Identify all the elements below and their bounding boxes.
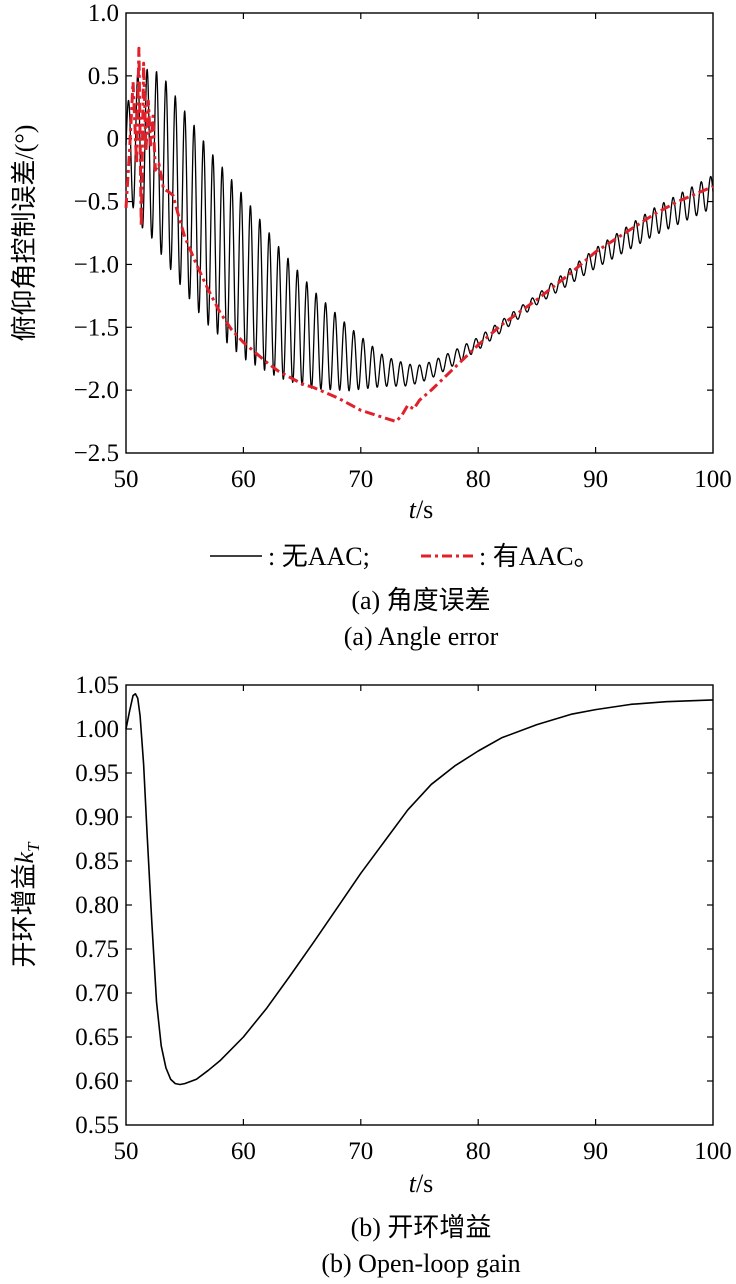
y-tick-label: 0.80: [75, 892, 119, 919]
caption-cn-a: (a) 角度误差: [351, 586, 490, 615]
series-line-1: [124, 46, 714, 424]
x-tick-label: 60: [231, 1138, 256, 1165]
y-tick-label: 0.85: [75, 848, 119, 875]
series-lines-b: [125, 692, 714, 1086]
plot-frame-b: [125, 684, 714, 1126]
caption-cn-b: (b) 开环增益: [351, 1213, 492, 1242]
y-tick-label: 0.90: [75, 804, 119, 831]
caption-en-b: (b) Open-loop gain: [321, 1249, 520, 1278]
y-tick-label: −0.5: [74, 189, 119, 216]
legend-label-no-aac: : 无AAC;: [268, 542, 370, 571]
x-ticks-a: 50 60 70 80 90 100: [114, 13, 732, 493]
series-line-0: [125, 692, 714, 1086]
x-axis-label-a: t/s: [409, 495, 434, 524]
x-tick-label: 70: [348, 1138, 373, 1165]
y-tick-label: 0.65: [75, 1024, 119, 1051]
chart-angle-error: 1.0 0.5 0 −0.5 −1.0 −1.5 −2.0 −2.5 50 60 70 80 90 10…: [10, 0, 732, 651]
x-tick-label: 60: [231, 466, 256, 493]
series-line-0: [125, 68, 714, 392]
y-tick-label: 0.5: [88, 63, 119, 90]
y-tick-label: 0.70: [75, 980, 119, 1007]
y-axis-label-b: 开环增益kT: [10, 841, 43, 968]
y-tick-label: 1.0: [88, 0, 119, 27]
y-tick-label: −2.0: [74, 377, 119, 404]
series-lines-a: [124, 46, 714, 424]
y-tick-label: −2.5: [74, 440, 119, 467]
caption-en-a: (a) Angle error: [344, 622, 499, 651]
legend-label-with-aac: : 有AAC。: [479, 542, 600, 571]
legend: : 无AAC; : 有AAC。: [210, 542, 600, 571]
plot-frame-a: [125, 12, 714, 454]
x-tick-label: 80: [466, 466, 491, 493]
y-tick-label: 0.60: [75, 1068, 119, 1095]
x-ticks-b: 50 60 70 80 90 100: [114, 685, 732, 1165]
y-tick-label: 0.75: [75, 936, 119, 963]
y-tick-label: −1.5: [74, 314, 119, 341]
y-tick-label: 1.05: [75, 672, 119, 699]
y-tick-label: 0.55: [75, 1112, 119, 1139]
x-tick-label: 90: [583, 466, 608, 493]
y-axis-label-a: 俯仰角控制误差/(°): [10, 125, 39, 342]
x-tick-label: 70: [348, 466, 373, 493]
y-ticks-b: 1.05 1.00 0.95 0.90 0.85 0.80 0.75 0.70 0.65 0.60…: [75, 672, 713, 1139]
x-tick-label: 80: [466, 1138, 491, 1165]
y-ticks-a: 1.0 0.5 0 −0.5 −1.0 −1.5 −2.0 −2.5: [74, 0, 713, 467]
y-tick-label: 0: [107, 126, 120, 153]
y-tick-label: 1.00: [75, 716, 119, 743]
y-tick-label: −1.0: [74, 251, 119, 278]
chart-open-loop-gain: 1.05 1.00 0.95 0.90 0.85 0.80 0.75 0.70 0.65 0.60…: [10, 672, 732, 1278]
x-tick-label: 90: [583, 1138, 608, 1165]
x-tick-label: 50: [114, 466, 139, 493]
x-tick-label: 50: [114, 1138, 139, 1165]
x-axis-label-b: t/s: [409, 1169, 434, 1198]
x-tick-label: 100: [694, 466, 732, 493]
y-tick-label: 0.95: [75, 760, 119, 787]
x-tick-label: 100: [694, 1138, 732, 1165]
